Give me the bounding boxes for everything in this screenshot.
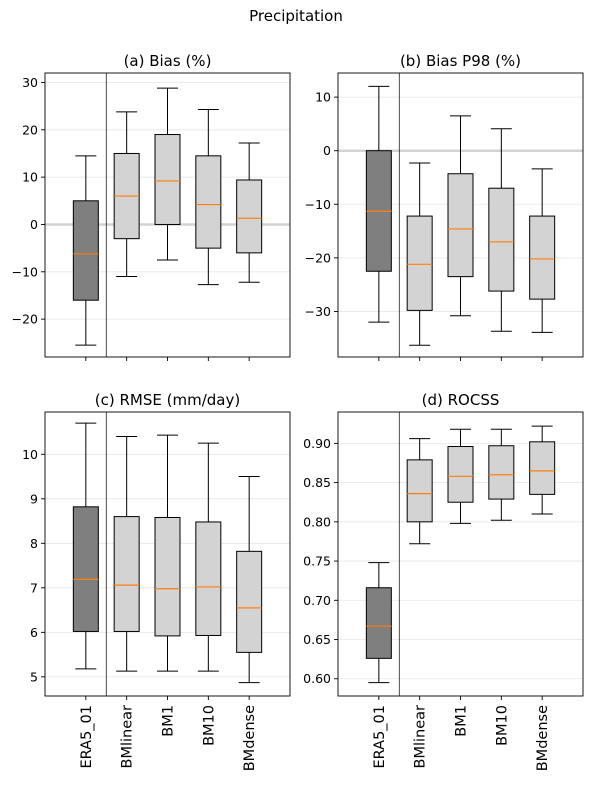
- box-ERA5_01: [365, 562, 392, 684]
- box-BM1: [447, 428, 474, 524]
- box-BM10: [488, 128, 515, 332]
- box-body: [365, 587, 392, 659]
- box-body: [113, 516, 140, 632]
- box-BM1: [447, 115, 474, 317]
- y-tick-label: 8: [30, 536, 38, 551]
- panel-4: (d) ROCSS 0.60 0.65 0.70 0.75 0.80 0.85 0.90 ERA…: [303, 391, 584, 771]
- x-category-label: BMdense: [242, 705, 258, 771]
- box-body: [488, 187, 515, 292]
- y-tick-label: 10: [315, 90, 331, 105]
- x-category-label: BM10: [494, 705, 510, 746]
- box-BMdense: [236, 476, 263, 684]
- y-tick-label: 20: [22, 122, 38, 137]
- box-body: [195, 521, 222, 636]
- y-tick-label: 0.60: [303, 671, 331, 686]
- box-body: [447, 446, 474, 503]
- box-ERA5_01: [72, 155, 99, 346]
- box-BM10: [195, 108, 222, 286]
- box-body: [529, 215, 556, 300]
- box-body: [406, 459, 433, 523]
- y-tick-label: 0.75: [303, 554, 331, 569]
- y-tick-label: 0.70: [303, 593, 331, 608]
- figure-title: Precipitation: [249, 7, 343, 25]
- y-tick-label: 10: [22, 170, 38, 185]
- panel-3: (c) RMSE (mm/day) 5 6 7 8 9 10 ERA5_01 BMlinear B…: [22, 391, 291, 771]
- y-tick-label: 0.80: [303, 514, 331, 529]
- x-category-label: BMlinear: [120, 705, 136, 769]
- y-tick-label: −10: [12, 264, 38, 279]
- y-tick-label: 0: [323, 143, 331, 158]
- box-BMlinear: [113, 435, 140, 672]
- y-tick-label: 10: [22, 447, 38, 462]
- y-tick-label: 30: [22, 75, 38, 90]
- box-body: [154, 516, 181, 637]
- panel-title: (c) RMSE (mm/day): [95, 391, 240, 409]
- y-tick-label: −10: [305, 197, 331, 212]
- y-tick-label: 0.90: [303, 436, 331, 451]
- box-BM10: [195, 442, 222, 672]
- x-category-label: ERA5_01: [79, 705, 95, 769]
- box-ERA5_01: [72, 422, 99, 670]
- panel-1: (a) Bias (%) −20 −10 0 10 20 30: [12, 52, 291, 361]
- box-BMdense: [529, 168, 556, 333]
- box-BM1: [154, 434, 181, 672]
- y-tick-label: −20: [12, 312, 38, 327]
- x-category-label: BMdense: [535, 705, 551, 771]
- x-category-label: ERA5_01: [372, 705, 388, 769]
- y-tick-label: −20: [305, 250, 331, 265]
- panels: (a) Bias (%) −20 −10 0 10 20 30 (b) Bias P98 (%…: [12, 52, 584, 771]
- y-tick-label: 0.85: [303, 475, 331, 490]
- box-ERA5_01: [365, 85, 392, 323]
- y-tick-label: 0.65: [303, 632, 331, 647]
- box-body: [154, 134, 181, 225]
- panel-title: (a) Bias (%): [124, 52, 212, 70]
- y-tick-label: −30: [305, 304, 331, 319]
- box-BMdense: [236, 142, 263, 283]
- box-BM1: [154, 87, 181, 261]
- y-tick-label: 5: [30, 669, 38, 684]
- panel-title: (d) ROCSS: [422, 391, 500, 409]
- box-body: [447, 173, 474, 278]
- box-body: [72, 506, 99, 632]
- y-tick-label: 0: [30, 217, 38, 232]
- x-category-label: BMlinear: [413, 705, 429, 769]
- box-body: [236, 550, 263, 653]
- x-category-label: BM10: [201, 705, 217, 746]
- box-body: [488, 445, 515, 500]
- y-tick-label: 6: [30, 625, 38, 640]
- x-category-label: BM1: [454, 705, 470, 737]
- box-BMlinear: [406, 162, 433, 346]
- box-body: [236, 179, 263, 254]
- box-BMlinear: [406, 438, 433, 545]
- y-tick-label: 7: [30, 580, 38, 595]
- box-body: [406, 215, 433, 311]
- panel-title: (b) Bias P98 (%): [400, 52, 521, 70]
- box-BM10: [488, 428, 515, 521]
- box-BMlinear: [113, 111, 140, 278]
- y-tick-label: 9: [30, 491, 38, 506]
- panel-2: (b) Bias P98 (%) −30 −20 −10 0 10: [305, 52, 584, 361]
- box-BMdense: [529, 425, 556, 515]
- box-body: [529, 441, 556, 495]
- box-body: [195, 155, 222, 249]
- x-category-label: BM1: [161, 705, 177, 737]
- box-body: [72, 200, 99, 301]
